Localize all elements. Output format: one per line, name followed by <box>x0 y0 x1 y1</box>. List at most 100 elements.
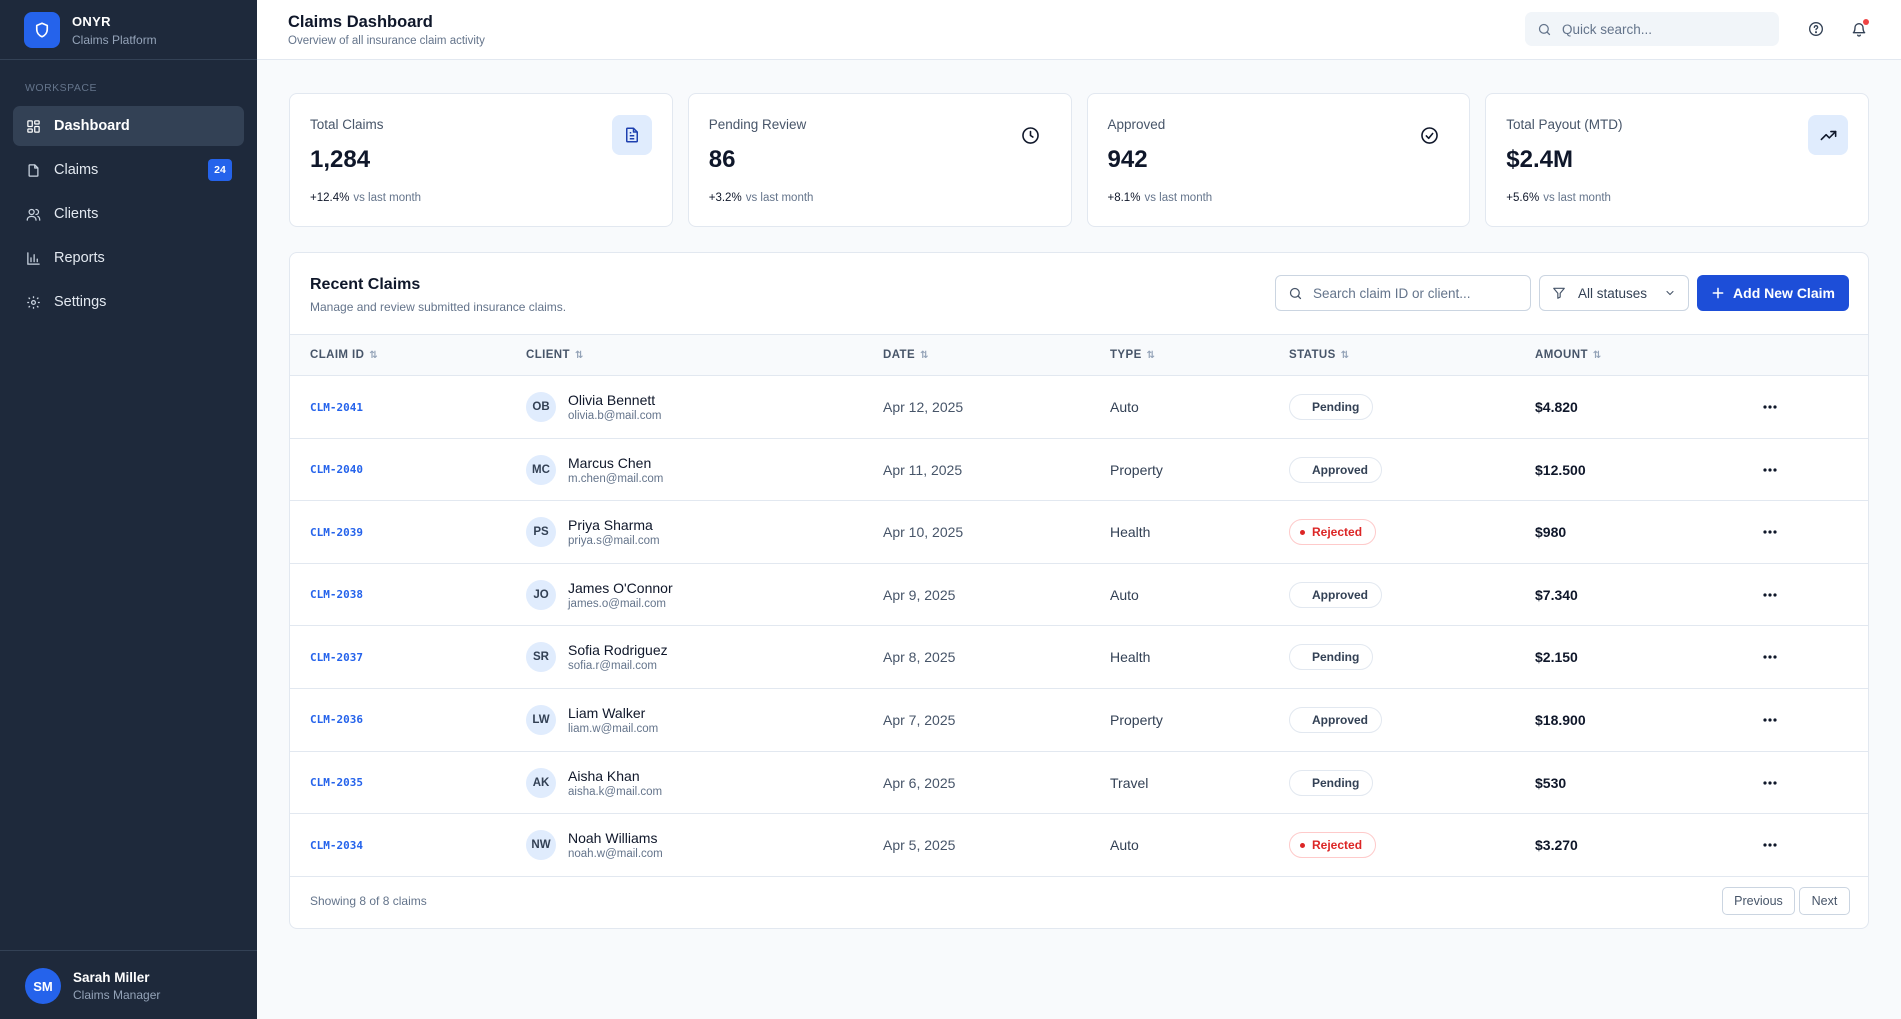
claims-search[interactable] <box>1275 275 1531 311</box>
help-icon[interactable] <box>1805 18 1827 40</box>
more-actions-icon[interactable] <box>1758 752 1782 814</box>
table-row[interactable]: CLM-2040 MC Marcus Chen m.chen@mail.com Apr … <box>290 439 1868 502</box>
bell-icon[interactable] <box>1848 18 1870 40</box>
user-name: Sarah Miller <box>73 970 150 985</box>
claim-amount: $3.270 <box>1535 837 1578 854</box>
claim-id-link[interactable]: CLM-2034 <box>310 838 363 852</box>
table-row[interactable]: CLM-2039 PS Priya Sharma priya.s@mail.com Ap… <box>290 501 1868 564</box>
users-icon <box>25 206 41 222</box>
column-header-type[interactable]: TYPE ⇅ <box>1110 349 1155 361</box>
stat-value: 1,284 <box>310 146 371 173</box>
stat-label: Approved <box>1107 117 1166 132</box>
sidebar: ONYR Claims Platform WORKSPACE Dashboard… <box>0 0 257 1019</box>
stat-change-value: +8.1% <box>1107 192 1141 204</box>
table-row[interactable]: CLM-2037 SR Sofia Rodriguez sofia.r@mail.co… <box>290 626 1868 689</box>
brand[interactable]: ONYR Claims Platform <box>24 12 157 48</box>
claim-id-link[interactable]: CLM-2040 <box>310 463 363 477</box>
previous-page-button[interactable]: Previous <box>1722 887 1795 915</box>
claim-date: Apr 8, 2025 <box>883 649 956 666</box>
stat-change: +8.1% vs last month <box>1108 192 1213 204</box>
stat-card-total-claims: Total Claims 1,284 +12.4% vs last month <box>289 93 673 227</box>
stat-value: 86 <box>708 146 736 173</box>
next-page-button[interactable]: Next <box>1799 887 1850 915</box>
more-actions-icon[interactable] <box>1758 689 1782 751</box>
table-row[interactable]: CLM-2035 AK Aisha Khan aisha.k@mail.com Apr … <box>290 752 1868 815</box>
sidebar-item-label: Claims <box>54 162 99 178</box>
claim-type: Property <box>1110 711 1163 728</box>
column-header-client[interactable]: CLIENT ⇅ <box>526 349 584 361</box>
claim-id-link[interactable]: CLM-2037 <box>310 650 363 664</box>
table-row[interactable]: CLM-2034 NW Noah Williams noah.w@mail.com Ap… <box>290 814 1868 877</box>
status-badge: Rejected <box>1289 519 1377 546</box>
section-subtitle: Manage and review submitted insurance cl… <box>310 300 567 314</box>
client-avatar: OB <box>526 392 556 422</box>
claim-id-link[interactable]: CLM-2036 <box>310 713 363 727</box>
column-label: CLAIM ID <box>310 349 365 361</box>
more-actions-icon[interactable] <box>1758 814 1782 876</box>
stat-change-note: vs last month <box>1543 192 1611 204</box>
sidebar-item-label: Settings <box>54 294 107 310</box>
sidebar-item-settings[interactable]: Settings <box>13 282 244 322</box>
table-row[interactable]: CLM-2041 OB Olivia Bennett olivia.b@mail.co… <box>290 376 1868 439</box>
claim-type: Auto <box>1110 399 1139 415</box>
brand-subtitle: Claims Platform <box>72 32 157 47</box>
client-cell: AK Aisha Khan aisha.k@mail.com <box>526 752 662 814</box>
client-avatar: NW <box>526 830 556 861</box>
status-label: Pending <box>1312 650 1360 665</box>
avatar: SM <box>25 968 61 1004</box>
stat-label: Total Payout (MTD) <box>1506 117 1623 132</box>
stat-change-note: vs last month <box>745 192 814 204</box>
more-actions-icon[interactable] <box>1758 376 1782 438</box>
sidebar-item-label: Reports <box>54 250 105 266</box>
showing-count: Showing 8 of 8 claims <box>310 894 427 908</box>
stat-change-note: vs last month <box>353 192 422 204</box>
column-header-claim-id[interactable]: CLAIM ID ⇅ <box>310 349 378 361</box>
client-email: liam.w@mail.com <box>568 722 659 735</box>
client-name: James O'Connor <box>568 579 673 596</box>
status-badge: Pending <box>1289 769 1374 796</box>
status-label: Pending <box>1312 400 1360 414</box>
more-actions-icon[interactable] <box>1758 626 1782 688</box>
status-cell: Pending <box>1289 752 1374 814</box>
check-circle-icon <box>1409 115 1449 155</box>
add-new-claim-button[interactable]: Add New Claim <box>1697 275 1849 311</box>
sidebar-item-clients[interactable]: Clients <box>13 194 244 234</box>
claim-id-link[interactable]: CLM-2039 <box>310 525 363 539</box>
claim-date: Apr 9, 2025 <box>883 586 956 603</box>
quick-search[interactable] <box>1525 12 1779 46</box>
quick-search-input[interactable] <box>1562 21 1762 37</box>
column-header-status[interactable]: STATUS ⇅ <box>1289 349 1349 361</box>
column-header-amount[interactable]: AMOUNT ⇅ <box>1535 349 1602 361</box>
more-actions-icon[interactable] <box>1758 439 1782 501</box>
claim-id-link[interactable]: CLM-2041 <box>310 400 363 414</box>
claim-date: Apr 5, 2025 <box>883 837 956 854</box>
user-profile[interactable]: SM Sarah Miller Claims Manager <box>25 968 160 1004</box>
status-badge: Approved <box>1289 581 1383 608</box>
status-filter-dropdown[interactable]: All statuses <box>1539 275 1689 311</box>
filter-icon <box>1552 286 1566 300</box>
status-label: Pending <box>1312 775 1360 790</box>
column-label: AMOUNT <box>1535 349 1588 361</box>
sort-icon: ⇅ <box>1146 349 1156 361</box>
claim-date: Apr 11, 2025 <box>883 461 963 478</box>
status-label: Approved <box>1312 587 1369 602</box>
sidebar-item-reports[interactable]: Reports <box>13 238 244 278</box>
status-badge: Rejected <box>1289 832 1377 859</box>
status-label: Approved <box>1312 712 1369 727</box>
claim-amount: $530 <box>1535 774 1567 791</box>
gear-icon <box>25 294 41 310</box>
sidebar-item-dashboard[interactable]: Dashboard <box>13 106 244 146</box>
claim-id-link[interactable]: CLM-2038 <box>310 588 363 602</box>
table-row[interactable]: CLM-2036 LW Liam Walker liam.w@mail.com Apr … <box>290 689 1868 752</box>
column-header-date[interactable]: DATE ⇅ <box>883 349 929 361</box>
table-row[interactable]: CLM-2038 JO James O'Connor james.o@mail.com… <box>290 564 1868 627</box>
sort-icon: ⇅ <box>920 349 929 361</box>
client-name: Noah Williams <box>568 830 658 847</box>
sidebar-item-claims[interactable]: Claims 24 <box>13 150 244 190</box>
more-actions-icon[interactable] <box>1758 564 1782 626</box>
client-name: Sofia Rodriguez <box>568 642 668 659</box>
stat-change: +12.4% vs last month <box>310 192 421 204</box>
more-actions-icon[interactable] <box>1758 501 1782 563</box>
claims-search-input[interactable] <box>1313 285 1513 301</box>
claim-id-link[interactable]: CLM-2035 <box>310 776 363 790</box>
